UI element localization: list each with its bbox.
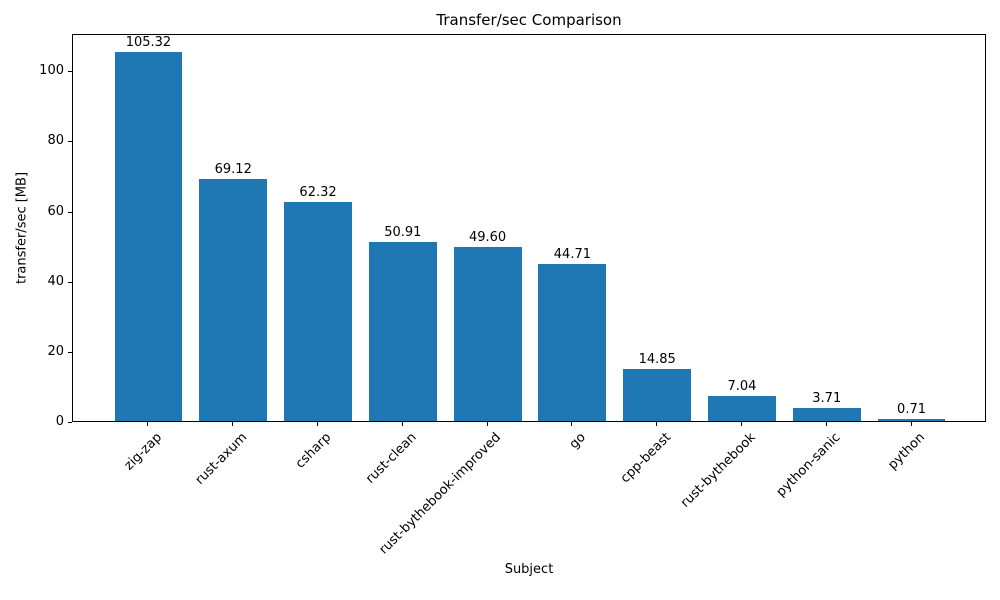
bar-value-label: 49.60 [468,230,507,245]
y-tick-label: 0 [55,414,64,429]
y-tick-label: 20 [47,343,64,359]
y-tick-mark [68,71,72,73]
bar-value-label: 62.32 [299,185,337,201]
y-tick-mark [68,422,72,423]
bar-value-label: 105.32 [125,34,172,50]
bar [284,202,352,421]
bar-value-label: 0.71 [897,401,926,417]
bar-value-label: 14.85 [638,351,676,367]
x-tick-mark [910,422,912,426]
x-tick-label: go [566,430,590,453]
y-axis-label: transfer/sec [MB] [14,171,30,285]
x-tick-label: rust-axum [192,430,250,488]
x-tick-mark [401,422,403,426]
bar [114,51,183,421]
bar [368,242,437,421]
bar [538,264,607,421]
x-tick-label: python [885,430,929,473]
x-tick-label: zig-zap [121,430,166,474]
x-tick-mark [232,422,234,426]
bar [877,418,946,421]
bar [708,396,776,421]
y-tick-mark [68,211,72,213]
x-tick-label: rust-clean [362,430,420,487]
bar [623,368,692,421]
bar [199,178,268,421]
y-tick-label: 100 [39,63,64,79]
bar-value-label: 7.04 [727,379,757,395]
x-tick-label: csharp [293,430,335,472]
y-tick-label: 80 [47,133,64,149]
x-tick-mark [825,422,827,426]
x-axis-label: Subject [504,562,554,577]
bar-value-label: 44.71 [553,247,591,263]
x-tick-mark [740,422,742,426]
y-tick-mark [68,281,72,283]
x-tick-label: cpp-beast [617,430,674,487]
x-tick-mark [656,422,658,426]
bar-value-label: 69.12 [214,161,252,177]
x-tick-mark [571,422,573,426]
plot-area: 105.32 69.12 62.32 50.91 49.60 44.71 14.85 7.04… [72,34,986,422]
bar [792,408,861,421]
y-tick-mark [68,141,72,143]
y-tick-mark [68,351,72,353]
x-tick-mark [317,422,319,426]
chart-title: Transfer/sec Comparison [436,11,622,29]
x-tick-mark [147,422,149,426]
x-tick-label: python-sanic [773,430,844,500]
bar-value-label: 50.91 [384,225,422,241]
y-tick-label: 60 [47,203,64,219]
x-tick-mark [486,422,488,426]
x-tick-label: rust-bythebook [677,430,759,511]
y-tick-label: 40 [47,273,64,289]
bar [453,247,522,421]
bar-value-label: 3.71 [812,391,842,406]
